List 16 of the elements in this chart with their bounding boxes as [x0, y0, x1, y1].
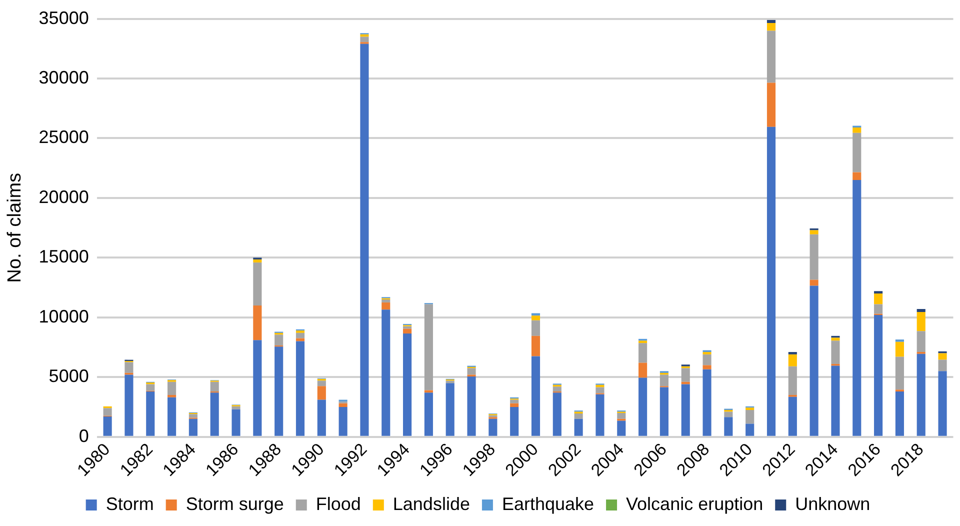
y-tick-label: 35000 [38, 8, 89, 28]
y-tick-label: 20000 [38, 186, 89, 207]
y-tick-label: 15000 [38, 246, 89, 267]
y-tick-label: 5000 [48, 366, 89, 386]
legend-label: Earthquake [502, 494, 594, 514]
legend-label: Storm surge [186, 494, 284, 514]
y-tick-label: 25000 [38, 127, 89, 148]
legend-label: Flood [316, 494, 361, 514]
y-tick-label: 10000 [38, 306, 89, 326]
legend-label: Volcanic eruption [626, 494, 764, 514]
y-axis-title: No. of claims [4, 172, 26, 283]
y-tick-label: 0 [78, 426, 89, 446]
legend-label: Unknown [795, 494, 870, 514]
y-tick-label: 30000 [38, 67, 89, 88]
legend-label: Storm [106, 494, 154, 514]
legend-label: Landslide [392, 494, 470, 514]
